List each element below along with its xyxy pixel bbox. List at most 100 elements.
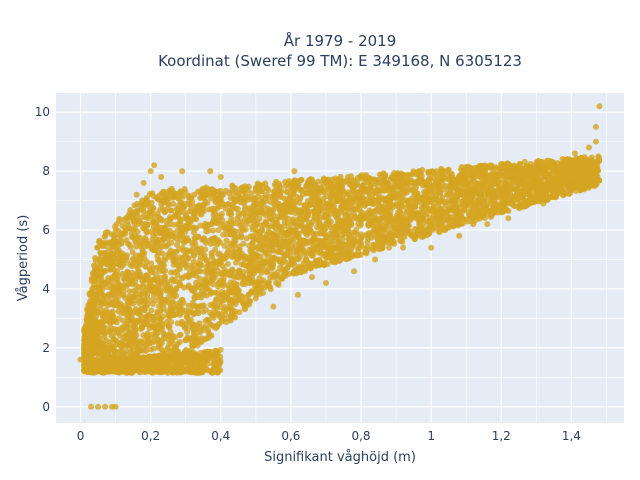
- data-point: [437, 190, 444, 197]
- data-point: [505, 173, 512, 180]
- data-point: [284, 250, 291, 257]
- data-point: [320, 175, 327, 182]
- data-point: [369, 222, 376, 229]
- data-point: [514, 188, 521, 195]
- data-point: [407, 205, 414, 212]
- data-point: [398, 210, 405, 217]
- data-point: [102, 346, 109, 353]
- data-point: [160, 261, 167, 268]
- data-point: [457, 214, 464, 221]
- data-point: [190, 342, 197, 349]
- data-point: [159, 250, 166, 257]
- data-point: [91, 276, 98, 283]
- data-point: [98, 239, 105, 246]
- data-point: [150, 218, 157, 225]
- data-point: [129, 323, 136, 330]
- data-point: [245, 183, 252, 190]
- data-point: [360, 181, 367, 188]
- data-point: [167, 328, 174, 335]
- data-point: [577, 186, 584, 193]
- data-point: [295, 256, 302, 263]
- data-point: [196, 210, 203, 217]
- data-point: [428, 224, 435, 231]
- data-point: [498, 161, 504, 168]
- data-point: [335, 213, 342, 220]
- data-point: [423, 232, 430, 239]
- data-point: [141, 243, 148, 250]
- data-point: [258, 188, 265, 195]
- data-point: [185, 254, 192, 261]
- data-point: [121, 224, 128, 231]
- data-point: [200, 290, 207, 297]
- data-point: [239, 272, 246, 279]
- data-point: [115, 308, 122, 315]
- data-point: [262, 212, 269, 219]
- data-point: [209, 274, 216, 281]
- data-point: [207, 240, 214, 247]
- data-point: [147, 265, 154, 272]
- data-point: [248, 190, 255, 197]
- data-point: [136, 218, 143, 225]
- data-point: [158, 243, 165, 250]
- data-point: [141, 201, 148, 208]
- data-point: [167, 215, 174, 222]
- data-point: [310, 246, 317, 253]
- data-point: [94, 244, 101, 251]
- data-point: [226, 296, 233, 303]
- data-point: [147, 280, 154, 287]
- data-point: [164, 201, 171, 208]
- data-point: [324, 205, 331, 212]
- data-point: [160, 305, 167, 312]
- data-point: [215, 227, 222, 234]
- data-point: [275, 280, 282, 287]
- data-point: [299, 186, 306, 193]
- data-point: [317, 187, 324, 194]
- data-point: [115, 290, 122, 297]
- data-point: [457, 187, 464, 194]
- data-point: [347, 201, 354, 208]
- data-point: [382, 187, 389, 194]
- data-point: [231, 273, 238, 280]
- data-point: [189, 265, 196, 272]
- data-point: [217, 277, 224, 284]
- data-point: [319, 242, 326, 249]
- data-point: [327, 239, 334, 246]
- data-point: [331, 252, 338, 259]
- data-point: [335, 238, 342, 245]
- data-point: [114, 267, 121, 274]
- data-point: [222, 226, 229, 233]
- data-point: [560, 191, 567, 198]
- data-point: [211, 305, 218, 312]
- data-point: [248, 208, 255, 215]
- data-point: [204, 268, 211, 275]
- data-point: [417, 217, 424, 224]
- data-point: [324, 254, 331, 261]
- data-point: [115, 281, 122, 288]
- data-point: [153, 226, 160, 233]
- data-point: [158, 197, 165, 204]
- data-point: [153, 236, 160, 243]
- data-point: [430, 200, 437, 207]
- data-point: [166, 227, 173, 234]
- data-point: [267, 198, 274, 205]
- data-point: [508, 197, 515, 204]
- data-point: [119, 258, 126, 265]
- data-point: [451, 208, 458, 215]
- data-point: [410, 187, 417, 194]
- data-point: [109, 274, 116, 281]
- data-point: [297, 194, 304, 201]
- data-point: [242, 198, 249, 205]
- data-point: [210, 309, 217, 316]
- data-point: [391, 228, 398, 235]
- data-point: [283, 244, 290, 251]
- data-point: [226, 190, 232, 197]
- data-point: [180, 205, 187, 212]
- data-point: [118, 231, 125, 238]
- data-point: [139, 248, 146, 255]
- data-point: [219, 316, 226, 323]
- data-point: [481, 215, 488, 222]
- data-point: [224, 220, 231, 227]
- data-point: [154, 336, 161, 343]
- data-point: [169, 232, 176, 239]
